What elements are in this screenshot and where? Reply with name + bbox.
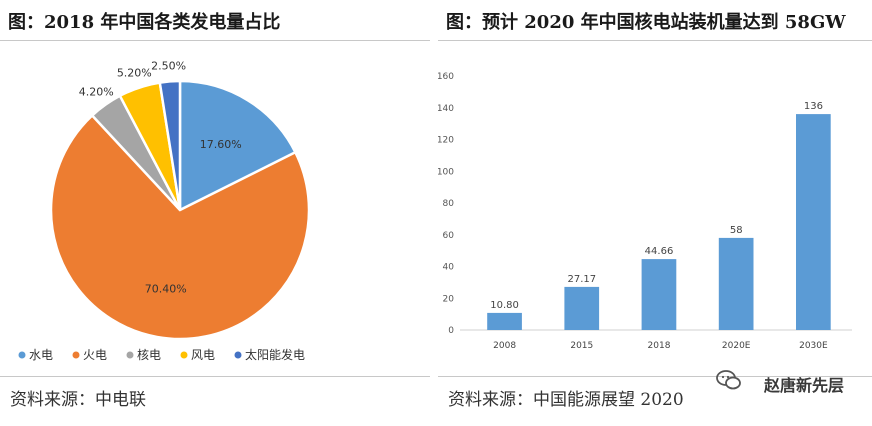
legend-item-4: 太阳能发电 (234, 347, 305, 362)
y-tick-label-0: 0 (448, 326, 454, 336)
bar-value-label-4: 136 (804, 101, 823, 112)
bar-value-label-0: 10.80 (490, 300, 519, 311)
pie-slice-label-2: 4.20% (79, 86, 114, 99)
x-tick-label-4: 2030E (799, 341, 828, 351)
y-tick-label-2: 40 (443, 263, 455, 273)
left-source-rule (0, 376, 430, 377)
x-tick-label-2: 2018 (648, 341, 671, 351)
right-chart-panel: 图：预计 2020 年中国核电站装机量达到 58GW 0 20 40 60 80 100 1… (438, 0, 872, 426)
y-tick-label-8: 160 (438, 72, 454, 82)
y-tick-label-5: 100 (438, 167, 454, 177)
bar-chart: 0 20 40 60 80 100 120 140 160 10.80 2008 27.17 2015 4… (438, 72, 852, 351)
x-tick-label-0: 2008 (493, 341, 516, 351)
pie-slice-1 (49, 113, 311, 341)
legend-item-3: 风电 (180, 348, 215, 362)
bar-0 (487, 312, 522, 330)
legend-item-1: 火电 (72, 348, 107, 362)
wechat-icon (716, 370, 741, 390)
legend-label-1: 火电 (83, 348, 107, 362)
legend-label-2: 核电 (137, 348, 161, 362)
left-chart-panel: 图：2018 年中国各类发电量占比 17.60% 70.40% 4.20% 5.20%… (0, 0, 430, 426)
pie-slice-label-0: 17.60% (200, 138, 242, 151)
y-tick-label-6: 120 (438, 136, 454, 146)
legend-item-0: 水电 (18, 348, 53, 362)
legend-marker-3 (180, 351, 188, 359)
legend-label-3: 风电 (191, 348, 215, 362)
x-tick-label-3: 2020E (722, 341, 751, 351)
right-chart-title: 图：预计 2020 年中国核电站装机量达到 58GW (446, 12, 846, 33)
legend-label-0: 水电 (29, 348, 53, 362)
y-tick-label-3: 60 (443, 231, 455, 241)
left-source-text: 资料来源：中电联 (10, 390, 146, 410)
pie-slice-label-4: 2.50% (151, 59, 186, 72)
pie-chart: 17.60% 70.40% 4.20%5.20%2.50% 水电 火电 核电 风电 太阳能发电 (18, 59, 311, 362)
pie-slice-0 (178, 79, 298, 213)
legend-marker-1 (72, 351, 80, 359)
pie-slice-label-3: 5.20% (117, 66, 152, 79)
watermark-text: 赵唐新先层 (763, 376, 844, 395)
legend-marker-4 (234, 351, 242, 359)
x-tick-label-1: 2015 (570, 341, 593, 351)
pie-slice-label-1: 70.40% (145, 283, 187, 296)
legend-marker-2 (126, 351, 134, 359)
bar-1 (564, 286, 600, 330)
bar-value-label-2: 44.66 (645, 246, 674, 257)
legend-marker-0 (18, 351, 26, 359)
bar-value-label-1: 27.17 (567, 274, 596, 285)
pie-slice-4 (158, 79, 182, 211)
y-tick-label-7: 140 (438, 104, 454, 114)
left-chart-title: 图：2018 年中国各类发电量占比 (8, 12, 281, 33)
bar-3 (718, 237, 754, 330)
left-title-rule (0, 40, 430, 41)
y-tick-label-1: 20 (443, 294, 455, 304)
y-tick-label-4: 80 (443, 199, 455, 209)
right-title-rule (438, 40, 872, 41)
bar-value-label-3: 58 (730, 225, 743, 236)
right-source-rule (438, 376, 872, 377)
right-source-text: 资料来源：中国能源展望 2020 (448, 390, 684, 410)
legend-label-4: 太阳能发电 (245, 347, 305, 362)
bar-4 (796, 114, 831, 330)
legend-item-2: 核电 (126, 348, 161, 362)
bar-2 (641, 259, 677, 330)
